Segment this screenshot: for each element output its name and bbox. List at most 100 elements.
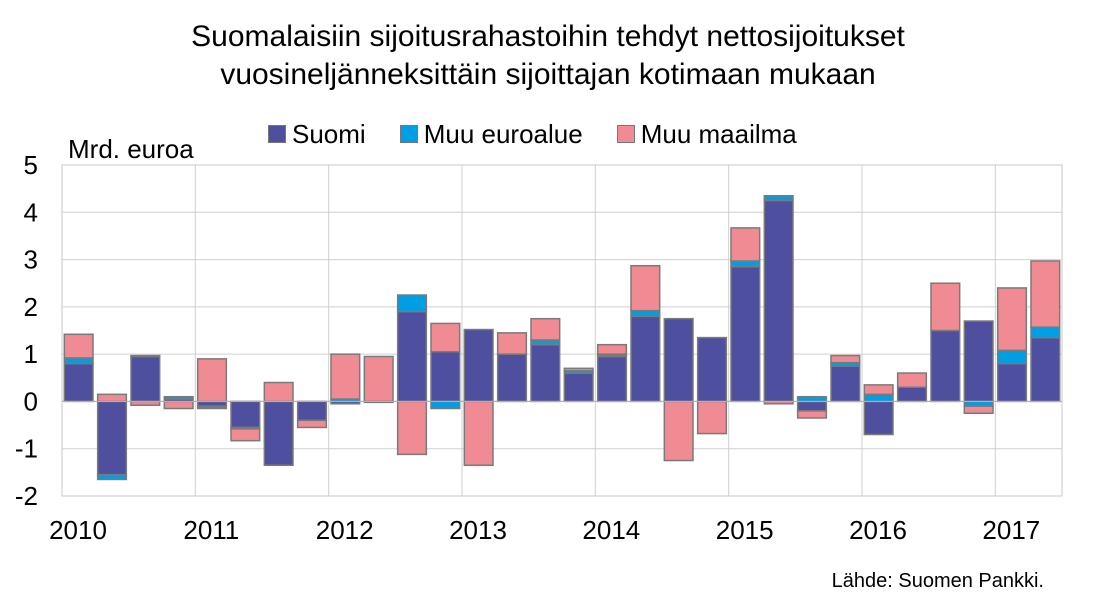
bar-segment-muu-maailma	[563, 367, 594, 372]
plot-area	[61, 164, 1063, 497]
bar-segment-suomi	[63, 362, 94, 403]
legend-item-suomi: Suomi	[268, 119, 366, 150]
bar-segment-suomi	[1030, 336, 1061, 403]
y-tick-label: 3	[24, 245, 38, 275]
bar-segment-muu-maailma	[530, 317, 561, 341]
bar-segment-muu-maailma	[663, 400, 694, 462]
bar-segment-muu-euroalue	[863, 393, 894, 403]
x-tick-label: 2013	[449, 515, 507, 545]
bar-segment-muu-euroalue	[130, 354, 161, 358]
x-tick-label: 2017	[982, 515, 1040, 545]
bar-segment-suomi	[130, 355, 161, 403]
bar-segment-muu-maailma	[696, 400, 728, 435]
bar-segment-muu-maailma	[363, 355, 394, 403]
bar-segment-suomi	[230, 400, 261, 429]
bar-segment-muu-maailma	[196, 358, 228, 403]
legend-swatch-muu-maailma	[616, 125, 635, 143]
bar-segment-suomi	[530, 343, 561, 403]
bar-segment-suomi	[963, 320, 994, 403]
y-tick-label: 2	[24, 292, 38, 322]
bar-segment-muu-maailma	[496, 332, 528, 355]
bar-segment-muu-euroalue	[96, 473, 128, 481]
bar-segment-muu-maailma	[330, 353, 361, 400]
bar-segment-muu-maailma	[1030, 260, 1061, 328]
legend-label-muu-maailma: Muu maailma	[640, 118, 797, 149]
bar-segment-suomi	[630, 315, 661, 403]
bar-segment-muu-euroalue	[396, 294, 428, 313]
chart-legend: Suomi Muu euroalue Muu maailma	[268, 118, 831, 150]
bar-segment-muu-maailma	[963, 405, 994, 414]
bar-segment-suomi	[696, 336, 728, 403]
bar-segment-suomi	[663, 317, 694, 403]
bar-segment-suomi	[730, 265, 761, 403]
legend-item-muu-maailma: Muu maailma	[616, 118, 797, 150]
source-note: Lähde: Suomen Pankki.	[831, 570, 1044, 592]
bar-segment-muu-euroalue	[196, 405, 228, 410]
bar-segment-muu-maailma	[96, 393, 128, 403]
x-tick-label: 2010	[49, 515, 107, 545]
bar-segment-muu-euroalue	[63, 357, 94, 365]
bar-segment-muu-maailma	[863, 384, 894, 396]
bar-segment-suomi	[430, 351, 461, 403]
y-tick-label: -1	[15, 434, 38, 464]
bar-segment-suomi	[563, 372, 594, 403]
x-tick-label: 2016	[849, 515, 907, 545]
y-tick-label: 5	[24, 150, 38, 180]
chart-title: Suomalaisiin sijoitusrahastoihin tehdyt …	[0, 18, 1096, 94]
bar-segment-muu-maailma	[263, 381, 294, 403]
x-tick-label: 2011	[183, 515, 239, 545]
bar-segment-suomi	[863, 400, 894, 436]
bar-segment-muu-euroalue	[1030, 326, 1061, 339]
legend-swatch-muu-euroalue	[399, 125, 418, 143]
y-tick-label: 4	[24, 197, 38, 227]
y-tick-label: 0	[24, 386, 38, 416]
bar-segment-muu-maailma	[996, 287, 1028, 352]
x-tick-label: 2012	[316, 515, 374, 545]
bar-segment-muu-maailma	[430, 322, 461, 353]
bar-segment-muu-maailma	[163, 400, 194, 410]
legend-label-muu-euroalue: Muu euroalue	[423, 118, 583, 149]
bar-segment-suomi	[263, 400, 294, 467]
bar-segment-muu-maailma	[896, 372, 928, 388]
x-tick-label: 2015	[716, 515, 774, 545]
bar-segment-muu-euroalue	[163, 395, 194, 400]
y-tick-label: -2	[15, 481, 38, 511]
bar-segment-muu-maailma	[630, 264, 661, 312]
bar-segment-muu-euroalue	[763, 194, 794, 202]
bar-segment-muu-maailma	[396, 400, 428, 456]
bar-segment-muu-maailma	[463, 400, 494, 467]
bar-segment-muu-maailma	[596, 343, 628, 355]
bar-segment-suomi	[463, 328, 494, 403]
bar-segment-muu-euroalue	[730, 260, 761, 268]
bar-segment-suomi	[396, 310, 428, 403]
bar-segment-muu-maailma	[796, 410, 828, 419]
bar-segment-muu-maailma	[63, 333, 94, 359]
chart-title-line-2: vuosineljänneksittäin sijoittajan kotima…	[220, 58, 876, 91]
bar-segment-suomi	[830, 365, 861, 403]
bar-segment-muu-maailma	[830, 354, 861, 364]
bar-segment-muu-maailma	[296, 419, 328, 429]
bar-segment-suomi	[896, 386, 928, 403]
legend-swatch-suomi	[268, 125, 286, 143]
bar-segment-muu-maailma	[930, 282, 961, 332]
bar-segment-suomi	[930, 329, 961, 403]
y-axis-unit-label: Mrd. euroa	[68, 134, 194, 164]
bar-segment-suomi	[296, 400, 328, 422]
legend-label-suomi: Suomi	[292, 118, 366, 149]
bar-segment-muu-euroalue	[430, 400, 461, 410]
bar-segment-muu-euroalue	[630, 309, 661, 318]
chart-title-line-1: Suomalaisiin sijoitusrahastoihin tehdyt …	[191, 20, 905, 53]
bar-segment-suomi	[996, 362, 1028, 403]
bar-segment-muu-euroalue	[796, 395, 828, 403]
y-tick-label: 1	[24, 339, 38, 369]
bar-segment-suomi	[96, 400, 128, 476]
legend-item-muu-euroalue: Muu euroalue	[399, 118, 583, 150]
bar-segment-muu-maailma	[730, 227, 761, 262]
bar-segment-suomi	[496, 353, 528, 403]
bar-segment-suomi	[796, 400, 828, 412]
bar-segment-suomi	[596, 355, 628, 403]
bar-segment-suomi	[763, 199, 794, 403]
x-tick-label: 2014	[582, 515, 640, 545]
bar-segment-muu-euroalue	[996, 349, 1028, 365]
